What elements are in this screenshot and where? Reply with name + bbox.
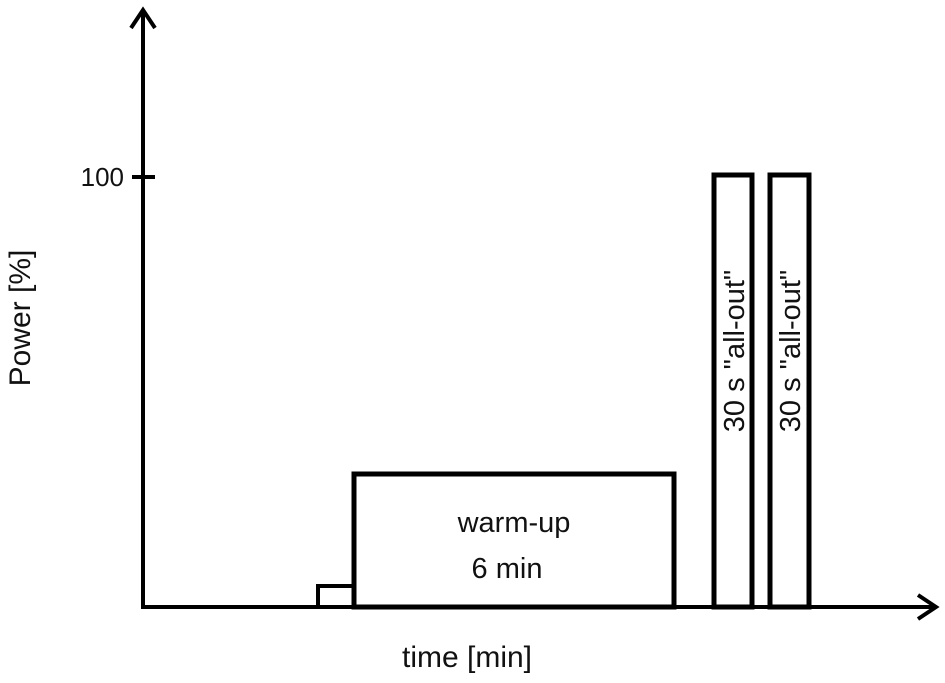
sprint-2-label: 30 s "all-out"	[775, 270, 807, 432]
sprint-block-2: 30 s "all-out"	[767, 172, 812, 610]
protocol-blocks: warm-up 6 min 30 s "all-out" 30 s "all-o…	[316, 172, 812, 610]
warm-up-rect	[351, 471, 677, 610]
sprint-block-1: 30 s "all-out"	[711, 172, 755, 610]
pre-warm-up-step	[316, 584, 356, 609]
y-axis-arrowhead	[129, 6, 157, 30]
warm-up-block: warm-up 6 min	[351, 471, 677, 610]
sprint-2-rect	[767, 172, 812, 610]
x-axis-arrowhead	[916, 593, 940, 621]
sprint-1-rect	[711, 172, 755, 610]
y-axis: 100 Power [%]	[4, 6, 157, 607]
warm-up-label: warm-up	[457, 507, 571, 539]
x-axis-label: time [min]	[402, 641, 532, 674]
sprint-1-label: 30 s "all-out"	[719, 270, 751, 432]
y-axis-label: Power [%]	[4, 250, 37, 387]
y-tick-label-100: 100	[81, 162, 124, 192]
warm-up-duration: 6 min	[472, 553, 543, 585]
